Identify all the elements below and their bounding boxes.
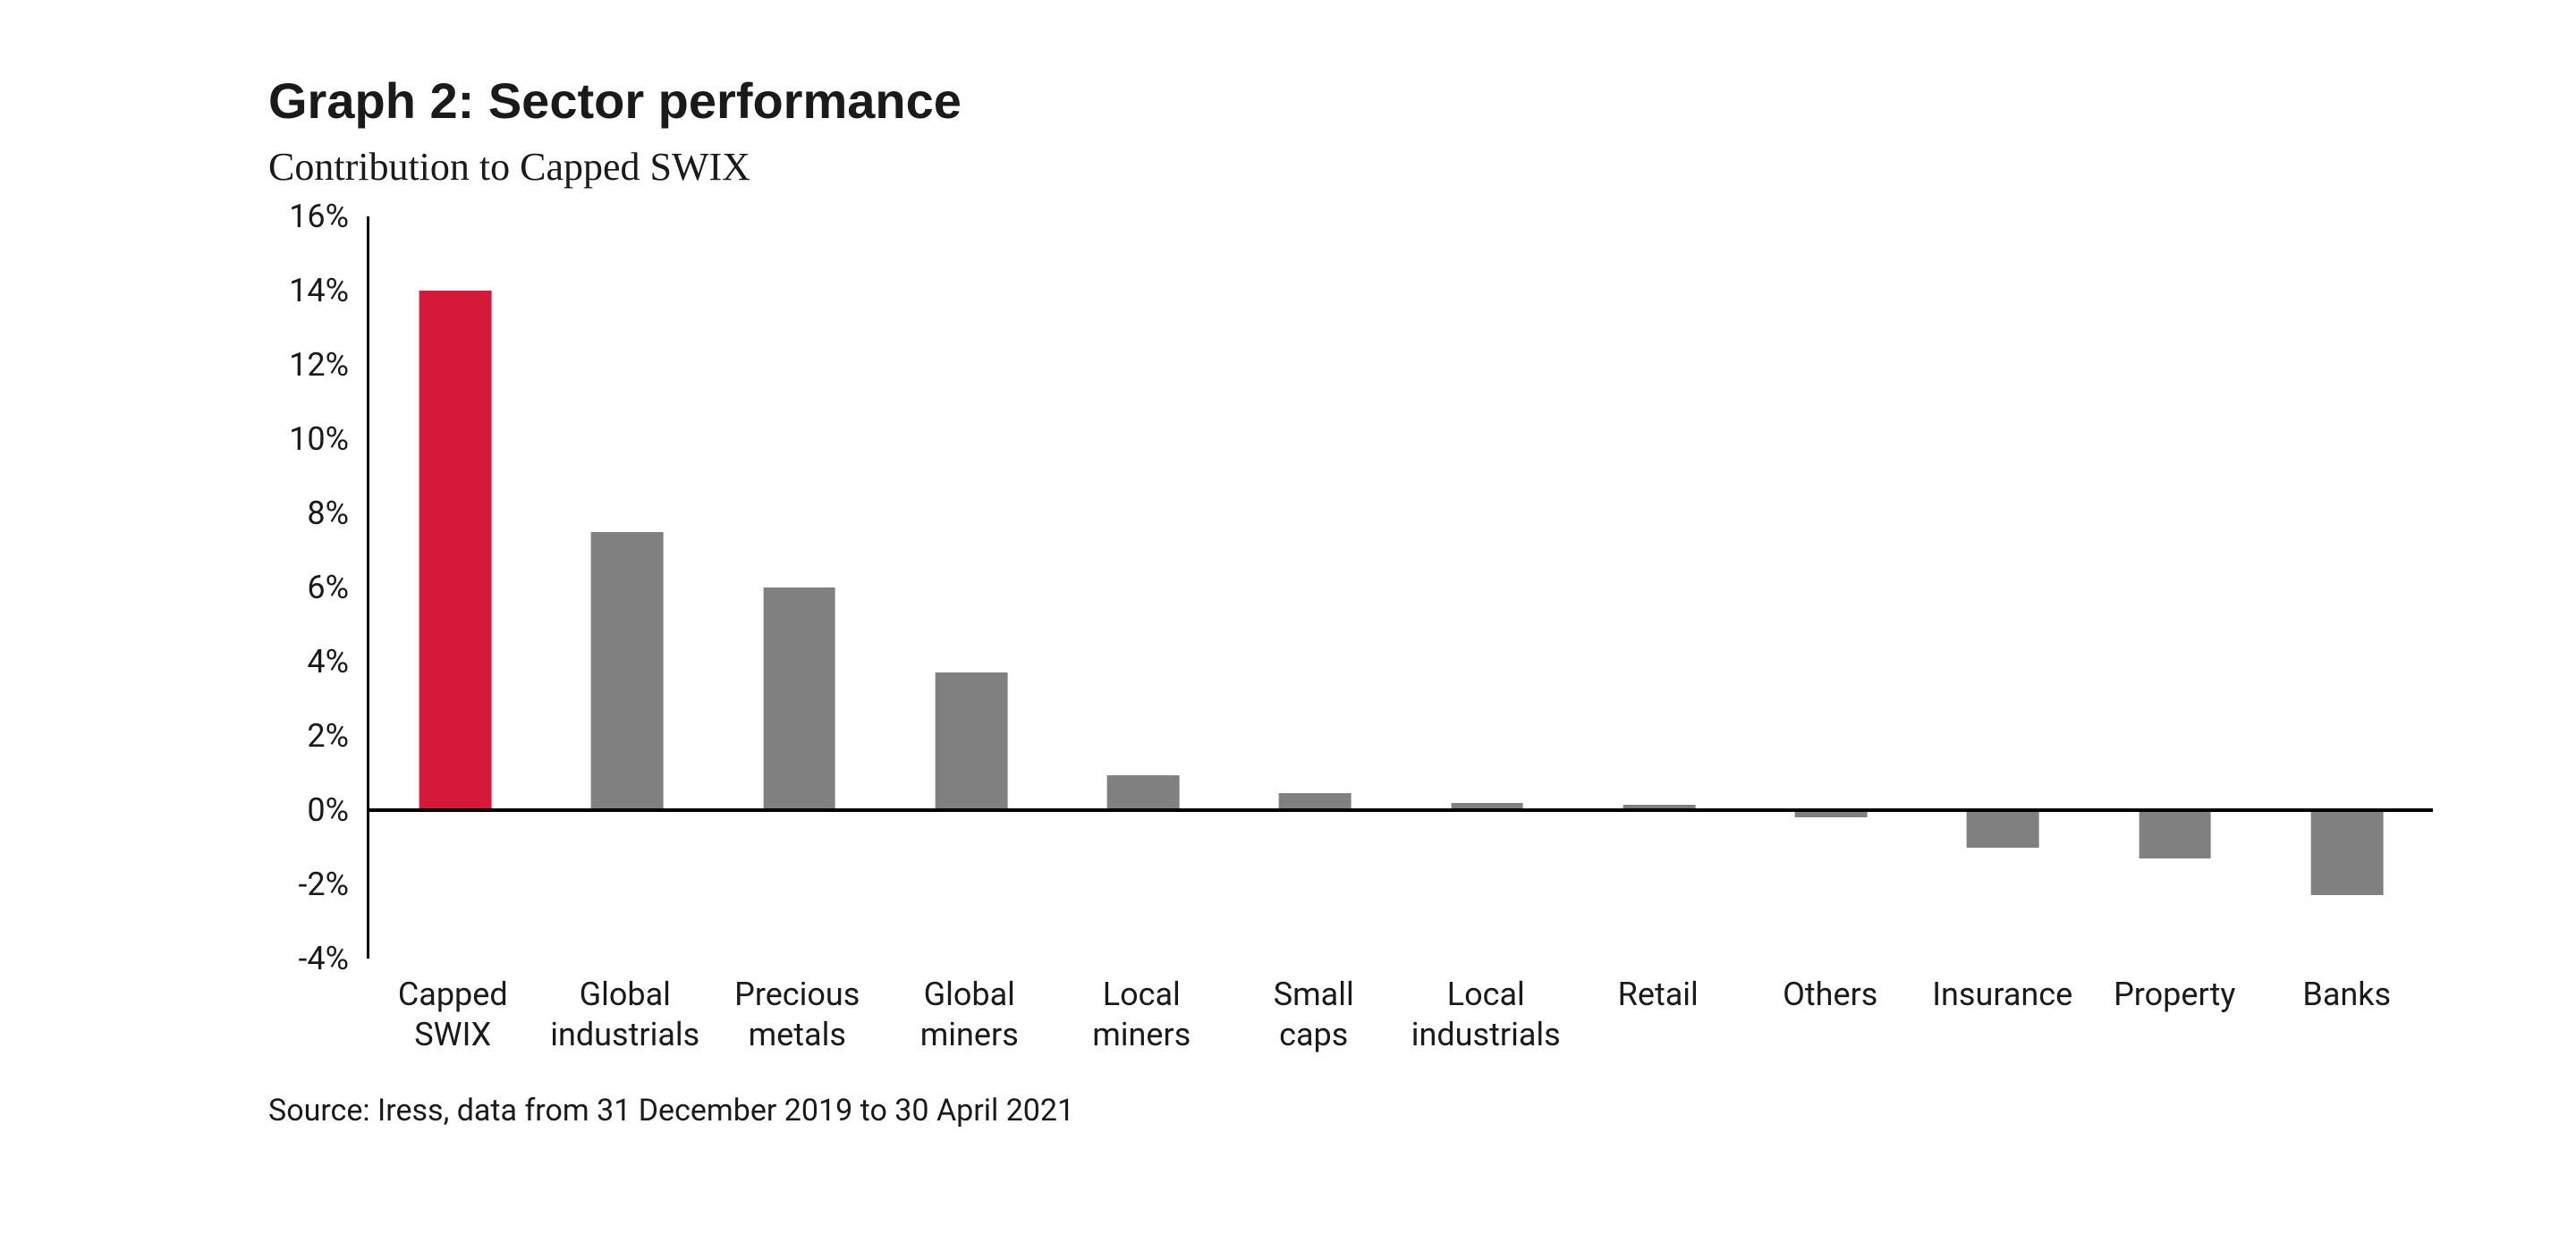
bar-slot: [1057, 216, 1229, 959]
y-tick-label: -4%: [268, 940, 349, 977]
zero-line: [369, 808, 2433, 812]
y-tick-label: 8%: [268, 494, 349, 532]
bar-slot: [1402, 216, 1573, 959]
x-tick-label: Property: [2089, 968, 2261, 1066]
bar: [2311, 810, 2384, 895]
y-tick-label: 6%: [268, 569, 349, 606]
y-tick-label: 2%: [268, 717, 349, 755]
x-tick-label: CappedSWIX: [367, 968, 539, 1066]
bar: [936, 672, 1008, 810]
x-tick-label: Others: [1744, 968, 1917, 1066]
x-tick-label: Globalminers: [884, 968, 1056, 1066]
bar-slot: [369, 216, 541, 959]
x-tick-label: Globalindustrials: [539, 968, 712, 1066]
x-tick-label: Localindustrials: [1400, 968, 1572, 1066]
x-tick-label: Retail: [1572, 968, 1745, 1066]
y-tick-label: 10%: [268, 420, 349, 458]
y-axis: -4%-2%0%2%4%6%8%10%12%14%16%: [268, 216, 367, 1066]
y-tick-label: 0%: [268, 791, 349, 829]
bar: [1967, 810, 2039, 848]
bar: [591, 532, 664, 810]
bar: [419, 291, 492, 810]
bar: [2139, 810, 2211, 858]
y-tick-label: 4%: [268, 643, 349, 680]
x-tick-label: Insurance: [1917, 968, 2089, 1066]
bar: [763, 587, 835, 810]
bar: [1107, 775, 1180, 810]
y-tick-label: 12%: [268, 346, 349, 384]
x-tick-label: Preciousmetals: [711, 968, 884, 1066]
bar-slot: [2261, 216, 2433, 959]
bar-slot: [1745, 216, 1917, 959]
chart-title: Graph 2: Sector performance: [268, 72, 2433, 130]
x-tick-label: Localminers: [1055, 968, 1228, 1066]
bar-slot: [714, 216, 886, 959]
y-tick-label: 16%: [268, 198, 349, 235]
bar-slot: [1917, 216, 2089, 959]
bar-slot: [1573, 216, 1745, 959]
bar-slot: [886, 216, 1057, 959]
x-tick-label: Banks: [2261, 968, 2434, 1066]
source-note: Source: Iress, data from 31 December 201…: [268, 1093, 2433, 1128]
y-tick-label: -2%: [268, 866, 349, 903]
chart-page: Graph 2: Sector performance Contribution…: [0, 0, 2576, 1234]
y-tick-label: 14%: [268, 272, 349, 309]
x-tick-label: Smallcaps: [1228, 968, 1401, 1066]
chart-subtitle: Contribution to Capped SWIX: [268, 144, 2433, 190]
bar-slot: [2089, 216, 2261, 959]
plot-area: [367, 216, 2433, 959]
x-axis-labels: CappedSWIXGlobalindustrialsPreciousmetal…: [367, 968, 2433, 1066]
bars-container: [369, 216, 2433, 959]
bar-slot: [541, 216, 713, 959]
bar-slot: [1229, 216, 1401, 959]
chart-area: -4%-2%0%2%4%6%8%10%12%14%16% CappedSWIXG…: [268, 216, 2433, 1066]
